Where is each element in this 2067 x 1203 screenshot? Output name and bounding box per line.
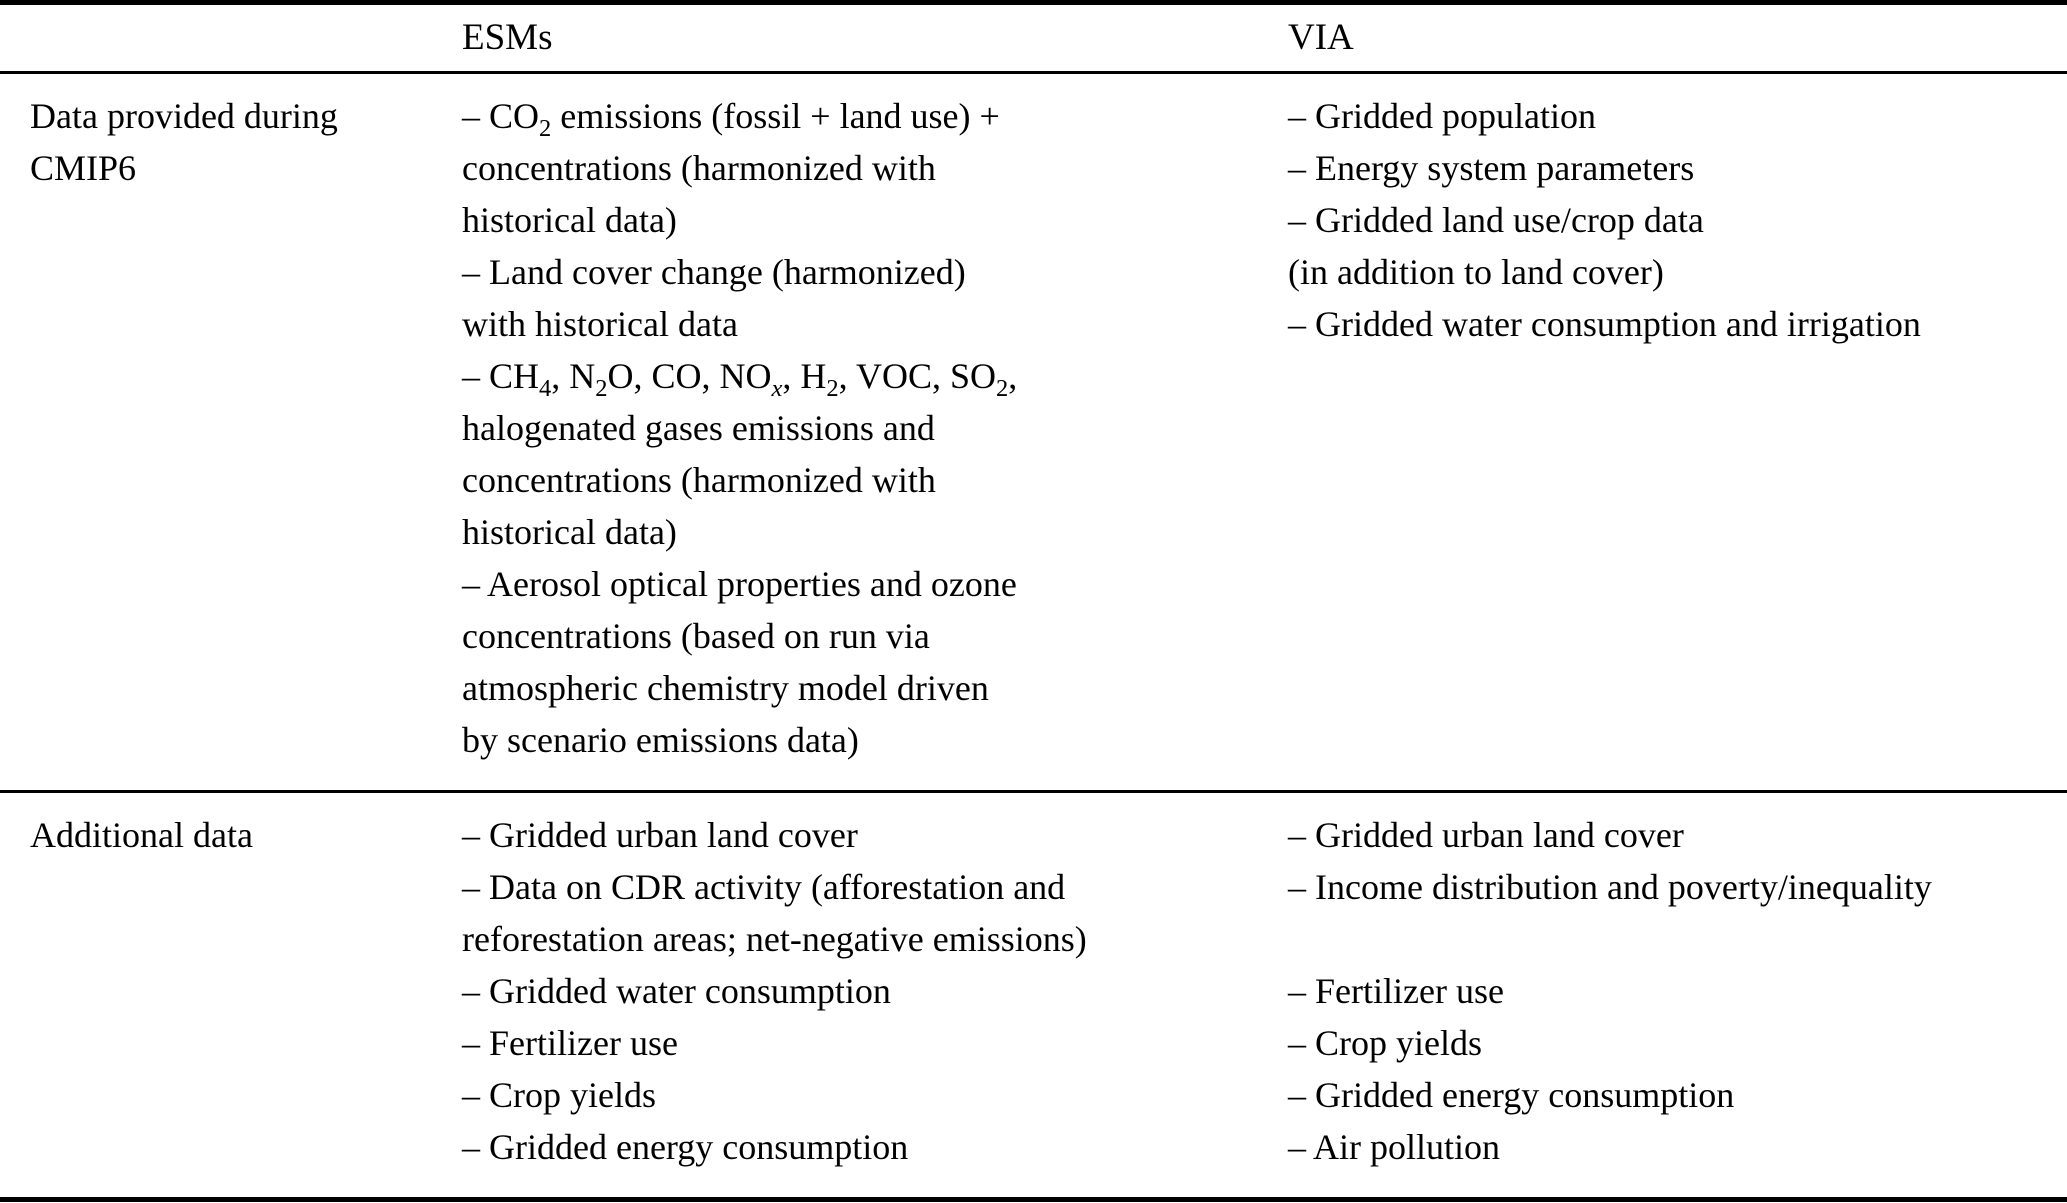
row-label-cmip6: Data provided during CMIP6 (0, 73, 432, 792)
text-line: – Gridded population (1288, 96, 1596, 136)
col-header-via: VIA (1288, 17, 1354, 58)
text-line: halogenated gases emissions and (462, 408, 935, 448)
row-cmip6: Data provided during CMIP6 – CO2 emission… (0, 73, 2067, 792)
text-line: – Income distribution and poverty/inequa… (1288, 867, 1932, 907)
header-row: ESMs VIA (0, 3, 2067, 73)
text-line: – Fertilizer use (462, 1023, 678, 1063)
row-additional: Additional data – Gridded urban land cov… (0, 792, 2067, 1200)
text-line: – Gridded water consumption (462, 971, 891, 1011)
text-line: – Energy system parameters (1288, 148, 1695, 188)
cell-cmip6-esms: – CO2 emissions (fossil + land use) + con… (432, 73, 1258, 792)
text-line: (in addition to land cover) (1288, 252, 1664, 292)
cell-cmip6-via: – Gridded population – Energy system para… (1258, 73, 2067, 792)
text-line: Data provided during (30, 96, 338, 136)
text-line: historical data) (462, 512, 677, 552)
row-label-additional: Additional data (0, 792, 432, 1200)
text-line: by scenario emissions data) (462, 720, 859, 760)
text-line: – Data on CDR activity (afforestation an… (462, 867, 1066, 907)
text-line: – Gridded urban land cover (1288, 815, 1684, 855)
text-line: – Fertilizer use (1288, 971, 1504, 1011)
corner-cell (0, 3, 432, 73)
text-line: concentrations (harmonized with (462, 460, 936, 500)
text-line: Additional data (30, 815, 253, 855)
text-line: – Gridded water consumption and irrigati… (1288, 304, 1921, 344)
text-line: – Gridded energy consumption (1288, 1075, 1735, 1115)
cell-additional-via: – Gridded urban land cover – Income distr… (1258, 792, 2067, 1200)
text-line: – Gridded urban land cover (462, 815, 858, 855)
text-line: concentrations (based on run via (462, 616, 930, 656)
text-line: atmospheric chemistry model driven (462, 668, 989, 708)
text-line: concentrations (harmonized with (462, 148, 936, 188)
text-line: CMIP6 (30, 148, 137, 188)
text-line: reforestation areas; net-negative emissi… (462, 919, 1087, 959)
text-line: – CO2 emissions (fossil + land use) + (462, 96, 1000, 143)
text-line: – Gridded energy consumption (462, 1127, 909, 1167)
text-line: – Land cover change (harmonized) (462, 252, 966, 292)
text-line: with historical data (462, 304, 738, 344)
text-line (1288, 913, 2057, 965)
text-line: – CH4, N2O, CO, NOx, H2, VOC, SO2, (462, 356, 1018, 403)
text-line: – Gridded land use/crop data (1288, 200, 1704, 240)
text-line: – Crop yields (1288, 1023, 1482, 1063)
text-line: historical data) (462, 200, 677, 240)
text-line: – Air pollution (1288, 1127, 1501, 1167)
col-header-esms: ESMs (462, 17, 553, 58)
text-line: – Aerosol optical properties and ozone (462, 564, 1017, 604)
text-line: – Crop yields (462, 1075, 656, 1115)
cell-additional-esms: – Gridded urban land cover – Data on CDR … (432, 792, 1258, 1200)
